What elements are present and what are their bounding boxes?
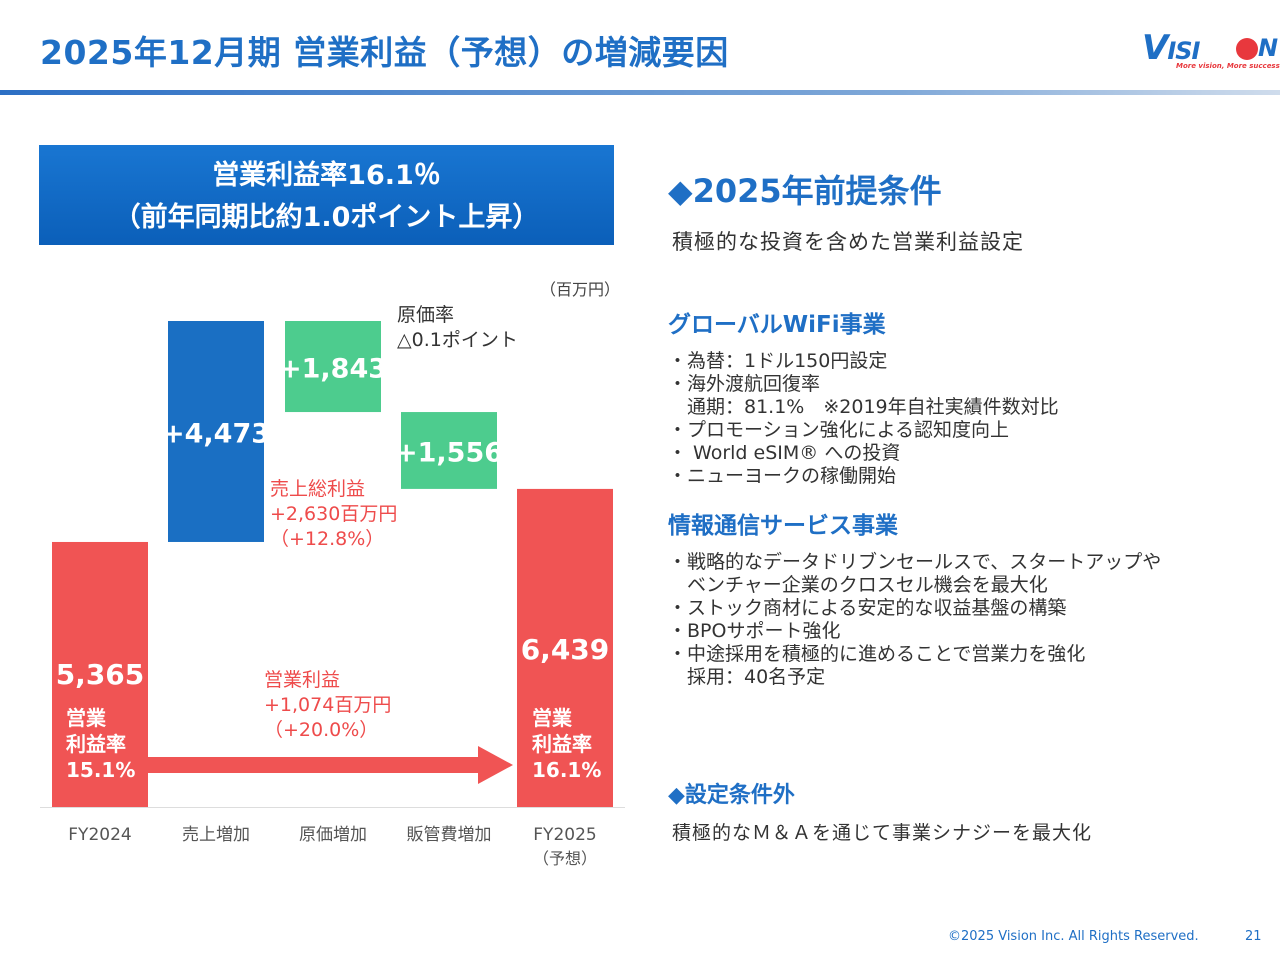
list-item: ・為替：1ドル150円設定: [668, 350, 888, 372]
list-item: ・BPOサポート強化: [668, 620, 841, 642]
category-label: 原価増加: [299, 825, 367, 845]
page-number: 21: [1245, 929, 1262, 944]
bar-value-label: 5,365: [56, 658, 145, 691]
category-sublabel: （予想）: [533, 849, 597, 868]
waterfall-bar: [285, 321, 381, 413]
gross-profit-line-2: +2,630百万円: [270, 503, 398, 525]
margin-2024-line-3: 15.1%: [66, 758, 136, 782]
margin-2024-line-1: 営業: [66, 706, 106, 730]
waterfall-bar: [517, 488, 613, 807]
operating-profit-annotation: 営業利益 +1,074百万円 （+20.0%）: [264, 668, 391, 743]
margin-2024-line-2: 利益率: [66, 732, 126, 756]
list-item: 採用：40名予定: [668, 666, 826, 688]
waterfall-bar: [52, 541, 148, 807]
list-item: 通期：81.1% ※2019年自社実績件数対比: [668, 396, 1059, 418]
category-label: FY2025: [533, 825, 596, 845]
wifi-section-title: グローバルWiFi事業: [668, 312, 886, 338]
header-divider: [0, 90, 1280, 95]
margin-2025-line-2: 利益率: [532, 732, 592, 756]
page-title: 2025年12月期 営業利益（予想）の増減要因: [40, 33, 729, 72]
growth-arrow-shaft: [148, 757, 478, 773]
ict-section-title: 情報通信サービス事業: [668, 513, 898, 539]
cost-rate-line-2: △0.1ポイント: [397, 329, 518, 351]
unit-label: （百万円）: [540, 280, 621, 299]
cost-rate-line-1: 原価率: [397, 304, 455, 326]
wifi-bullet-list: ・為替：1ドル150円設定 ・海外渡航回復率 通期：81.1% ※2019年自社…: [668, 350, 1059, 488]
logo-wordmark: VISI: [1142, 28, 1200, 68]
list-item: ベンチャー企業のクロスセル機会を最大化: [668, 574, 1048, 596]
category-label: 売上増加: [182, 825, 250, 845]
bar-value-label: 6,439: [521, 633, 610, 666]
logo-o-mark: [1236, 38, 1258, 60]
excluded-text: 積極的なＭ＆Ａを通じて事業シナジーを最大化: [672, 822, 1093, 844]
ict-bullet-list: ・戦略的なデータドリブンセールスで、スタートアップや ベンチャー企業のクロスセル…: [668, 551, 1161, 689]
bar-value-label: +1,556: [395, 437, 503, 468]
gross-profit-annotation: 売上総利益 +2,630百万円 （+12.8%）: [270, 477, 397, 552]
bar-value-label: +1,843: [279, 354, 387, 385]
margin-2025-line-1: 営業: [532, 706, 572, 730]
gross-profit-line-1: 売上総利益: [270, 478, 366, 500]
cost-rate-annotation: 原価率 △0.1ポイント: [397, 303, 518, 353]
growth-arrow-head: [478, 746, 513, 784]
margin-banner: 営業利益率16.1％ （前年同期比約1.0ポイント上昇）: [39, 145, 614, 245]
waterfall-bar: [168, 321, 264, 542]
banner-line-1: 営業利益率16.1％: [212, 160, 441, 191]
margin-2025-line-3: 16.1%: [532, 758, 602, 782]
copyright: ©2025 Vision Inc. All Rights Reserved.: [948, 929, 1199, 944]
list-item: ・ストック商材による安定的な収益基盤の構築: [668, 597, 1067, 619]
list-item: ・ World eSIM® への投資: [668, 442, 901, 464]
list-item: ・中途採用を積極的に進めることで営業力を強化: [668, 643, 1086, 665]
logo-n: N: [1258, 34, 1278, 62]
margin-2025-label: 営業 利益率 16.1%: [532, 705, 601, 783]
company-logo: VISI N More vision, More success.: [1140, 28, 1280, 74]
assumptions-intro: 積極的な投資を含めた営業利益設定: [672, 230, 1024, 254]
waterfall-bar: [401, 412, 497, 489]
banner-line-2: （前年同期比約1.0ポイント上昇）: [113, 202, 540, 233]
category-label: 販管費増加: [407, 825, 492, 845]
operating-profit-line-3: （+20.0%）: [264, 719, 379, 741]
operating-profit-line-2: +1,074百万円: [264, 694, 392, 716]
excluded-heading: ◆設定条件外: [668, 783, 795, 808]
margin-2024-label: 営業 利益率 15.1%: [66, 705, 135, 783]
list-item: ・戦略的なデータドリブンセールスで、スタートアップや: [668, 551, 1162, 573]
list-item: ・海外渡航回復率: [668, 373, 821, 395]
list-item: ・プロモーション強化による認知度向上: [668, 419, 1010, 441]
bar-value-label: +4,473: [162, 418, 270, 449]
operating-profit-line-1: 営業利益: [264, 669, 341, 691]
logo-tagline: More vision, More success.: [1176, 62, 1280, 70]
gross-profit-line-3: （+12.8%）: [270, 528, 385, 550]
waterfall-chart: 5,365 FY2024 +4,473 売上増加 +1,843 原価増加 +1,556 販管費…: [40, 321, 625, 868]
list-item: ・ニューヨークの稼働開始: [668, 465, 897, 487]
assumptions-heading: ◆2025年前提条件: [668, 172, 942, 210]
category-label: FY2024: [68, 825, 131, 845]
